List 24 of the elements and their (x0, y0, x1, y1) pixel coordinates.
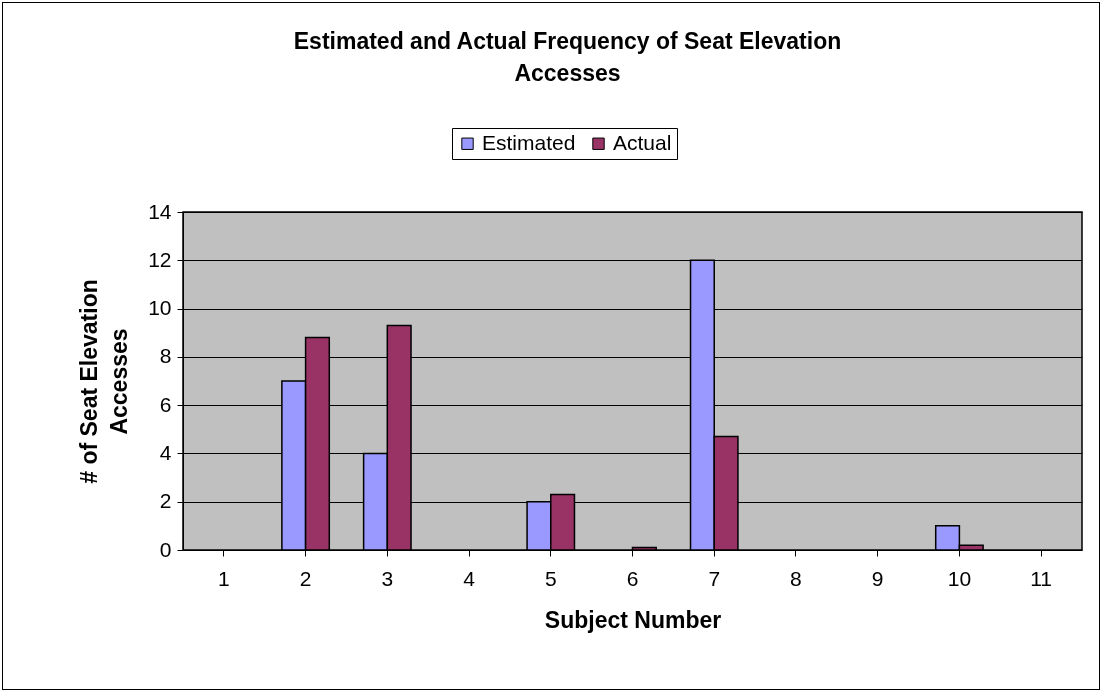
y-tick-label: 0 (159, 537, 172, 561)
x-tick-label: 6 (626, 566, 639, 590)
x-tick-label: 1 (218, 566, 230, 590)
x-tick-label: 5 (544, 566, 557, 590)
y-tick-label: 6 (159, 392, 172, 416)
x-tick-label: 9 (871, 566, 884, 590)
x-tick-label: 4 (463, 566, 476, 590)
x-tick-label: 3 (381, 566, 394, 590)
chart-title: Estimated and Actual Frequency of Seat Elevation Accesses (293, 27, 842, 86)
x-tick-label: 11 (1030, 566, 1053, 590)
y-tick-label: 8 (159, 344, 172, 368)
y-tick-label: 14 (148, 199, 172, 223)
y-tick-label: 2 (159, 489, 172, 513)
legend-label: Actual (613, 130, 672, 154)
x-tick-label: 2 (299, 566, 312, 590)
x-tick-label: 8 (790, 566, 802, 590)
y-tick-label: 4 (159, 440, 172, 464)
x-tick-label: 7 (708, 566, 721, 590)
x-tick-label: 10 (947, 566, 972, 590)
y-tick-label: 10 (148, 296, 172, 320)
x-axis-title: Subject Number (544, 606, 722, 633)
y-axis-title: # of Seat Elevation Accesses (76, 279, 133, 484)
legend-label: Estimated (482, 130, 576, 154)
y-tick-label: 12 (148, 247, 172, 271)
